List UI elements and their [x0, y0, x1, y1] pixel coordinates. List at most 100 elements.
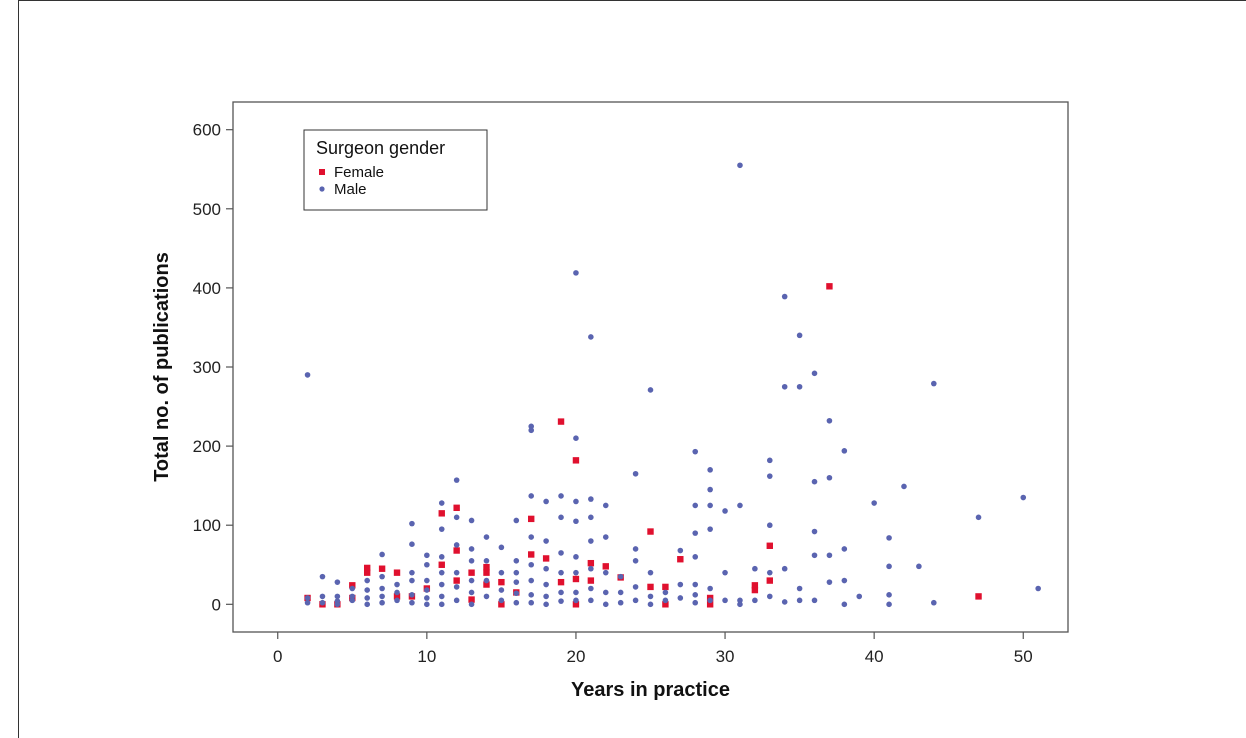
male-point	[647, 387, 654, 393]
female-point	[453, 547, 460, 554]
male-point	[692, 599, 699, 606]
male-point	[498, 569, 505, 576]
male-point	[841, 546, 848, 552]
legend-title: Surgeon gender	[316, 138, 445, 158]
male-point	[468, 517, 475, 524]
male-point	[602, 534, 609, 540]
x-tick-label: 20	[566, 647, 585, 666]
female-point	[453, 504, 460, 512]
male-point	[468, 601, 475, 608]
male-point	[737, 601, 743, 608]
male-point	[468, 558, 475, 564]
male-point	[707, 467, 713, 473]
male-point	[617, 599, 624, 606]
male-point	[424, 595, 430, 601]
male-point	[602, 601, 609, 608]
male-point	[558, 514, 564, 521]
female-point	[572, 575, 580, 583]
male-point	[573, 270, 579, 276]
male-point	[931, 599, 937, 606]
female-point	[647, 583, 654, 591]
male-point	[722, 508, 728, 514]
male-point	[513, 590, 520, 597]
male-point	[543, 538, 549, 544]
y-tick-label: 500	[193, 200, 221, 219]
male-point	[319, 599, 326, 606]
male-point	[558, 493, 564, 499]
y-tick-label: 600	[193, 121, 221, 140]
male-point	[468, 546, 475, 552]
female-point	[602, 563, 609, 570]
male-point	[841, 448, 848, 454]
male-point	[737, 597, 743, 604]
male-point	[811, 528, 818, 535]
male-point	[453, 542, 460, 548]
female-point	[498, 601, 505, 608]
male-point	[647, 569, 654, 576]
male-point	[588, 334, 594, 340]
y-tick-label: 400	[193, 279, 221, 298]
female-point	[468, 569, 475, 576]
female-point	[677, 556, 684, 563]
male-point	[901, 483, 907, 490]
male-point	[319, 593, 326, 600]
male-point	[573, 589, 579, 596]
male-point	[304, 595, 311, 601]
male-point	[811, 370, 818, 377]
male-point	[528, 493, 535, 499]
female-point	[393, 569, 401, 576]
male-point	[796, 585, 803, 592]
female-point	[349, 582, 356, 589]
y-axis-title: Total no. of publications	[151, 252, 173, 482]
male-point	[692, 581, 699, 588]
male-point	[826, 552, 833, 559]
male-point	[1035, 585, 1041, 592]
female-point	[662, 601, 669, 608]
male-point	[438, 569, 445, 576]
male-point	[662, 597, 669, 604]
male-point	[826, 417, 833, 424]
male-point	[483, 534, 490, 540]
male-point	[379, 573, 385, 580]
male-point	[409, 541, 415, 547]
male-point	[632, 546, 639, 552]
x-tick-label: 30	[716, 647, 735, 666]
male-point	[558, 598, 564, 604]
female-point	[438, 510, 445, 517]
male-point	[394, 597, 400, 604]
male-point	[528, 561, 535, 568]
male-point	[409, 520, 415, 527]
male-point	[617, 589, 624, 596]
male-point	[394, 589, 400, 596]
female-point	[557, 578, 565, 586]
x-tick-label: 40	[865, 647, 884, 666]
male-point	[468, 589, 475, 596]
male-point	[602, 589, 609, 596]
male-point	[722, 597, 728, 604]
male-point	[528, 577, 535, 584]
male-point	[752, 565, 758, 572]
male-point	[379, 585, 385, 592]
male-point	[796, 332, 803, 339]
female-point	[587, 559, 595, 567]
male-point	[483, 558, 490, 564]
male-point	[438, 593, 445, 600]
female-point	[542, 555, 550, 562]
male-point	[453, 569, 460, 576]
male-point	[692, 502, 699, 509]
male-point	[826, 474, 833, 481]
male-point	[528, 534, 535, 540]
male-point	[379, 551, 385, 558]
male-point	[513, 579, 520, 585]
legend: Surgeon gender Female Male	[303, 129, 488, 211]
male-point	[528, 599, 535, 606]
male-point	[573, 597, 579, 604]
male-point	[334, 601, 341, 608]
male-point	[766, 522, 773, 529]
male-point	[886, 601, 892, 608]
male-point	[632, 470, 639, 477]
male-point	[438, 526, 445, 532]
male-point	[662, 589, 669, 596]
male-point	[453, 584, 460, 590]
male-point	[543, 498, 549, 505]
